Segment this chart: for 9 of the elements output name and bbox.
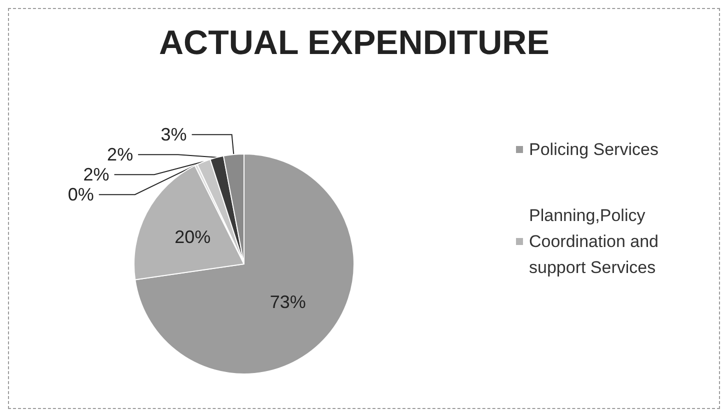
data-label: 2% <box>83 164 110 185</box>
chart-title: ACTUAL EXPENDITURE <box>159 24 550 62</box>
data-label: 20% <box>174 227 211 248</box>
data-label: 3% <box>160 124 187 145</box>
legend-label: Planning,Policy Coordination and support Services <box>529 206 664 277</box>
data-label: 73% <box>270 292 306 312</box>
data-label: 0% <box>68 184 94 205</box>
data-label: 2% <box>107 144 134 165</box>
legend-label: Policing Services <box>529 140 658 159</box>
